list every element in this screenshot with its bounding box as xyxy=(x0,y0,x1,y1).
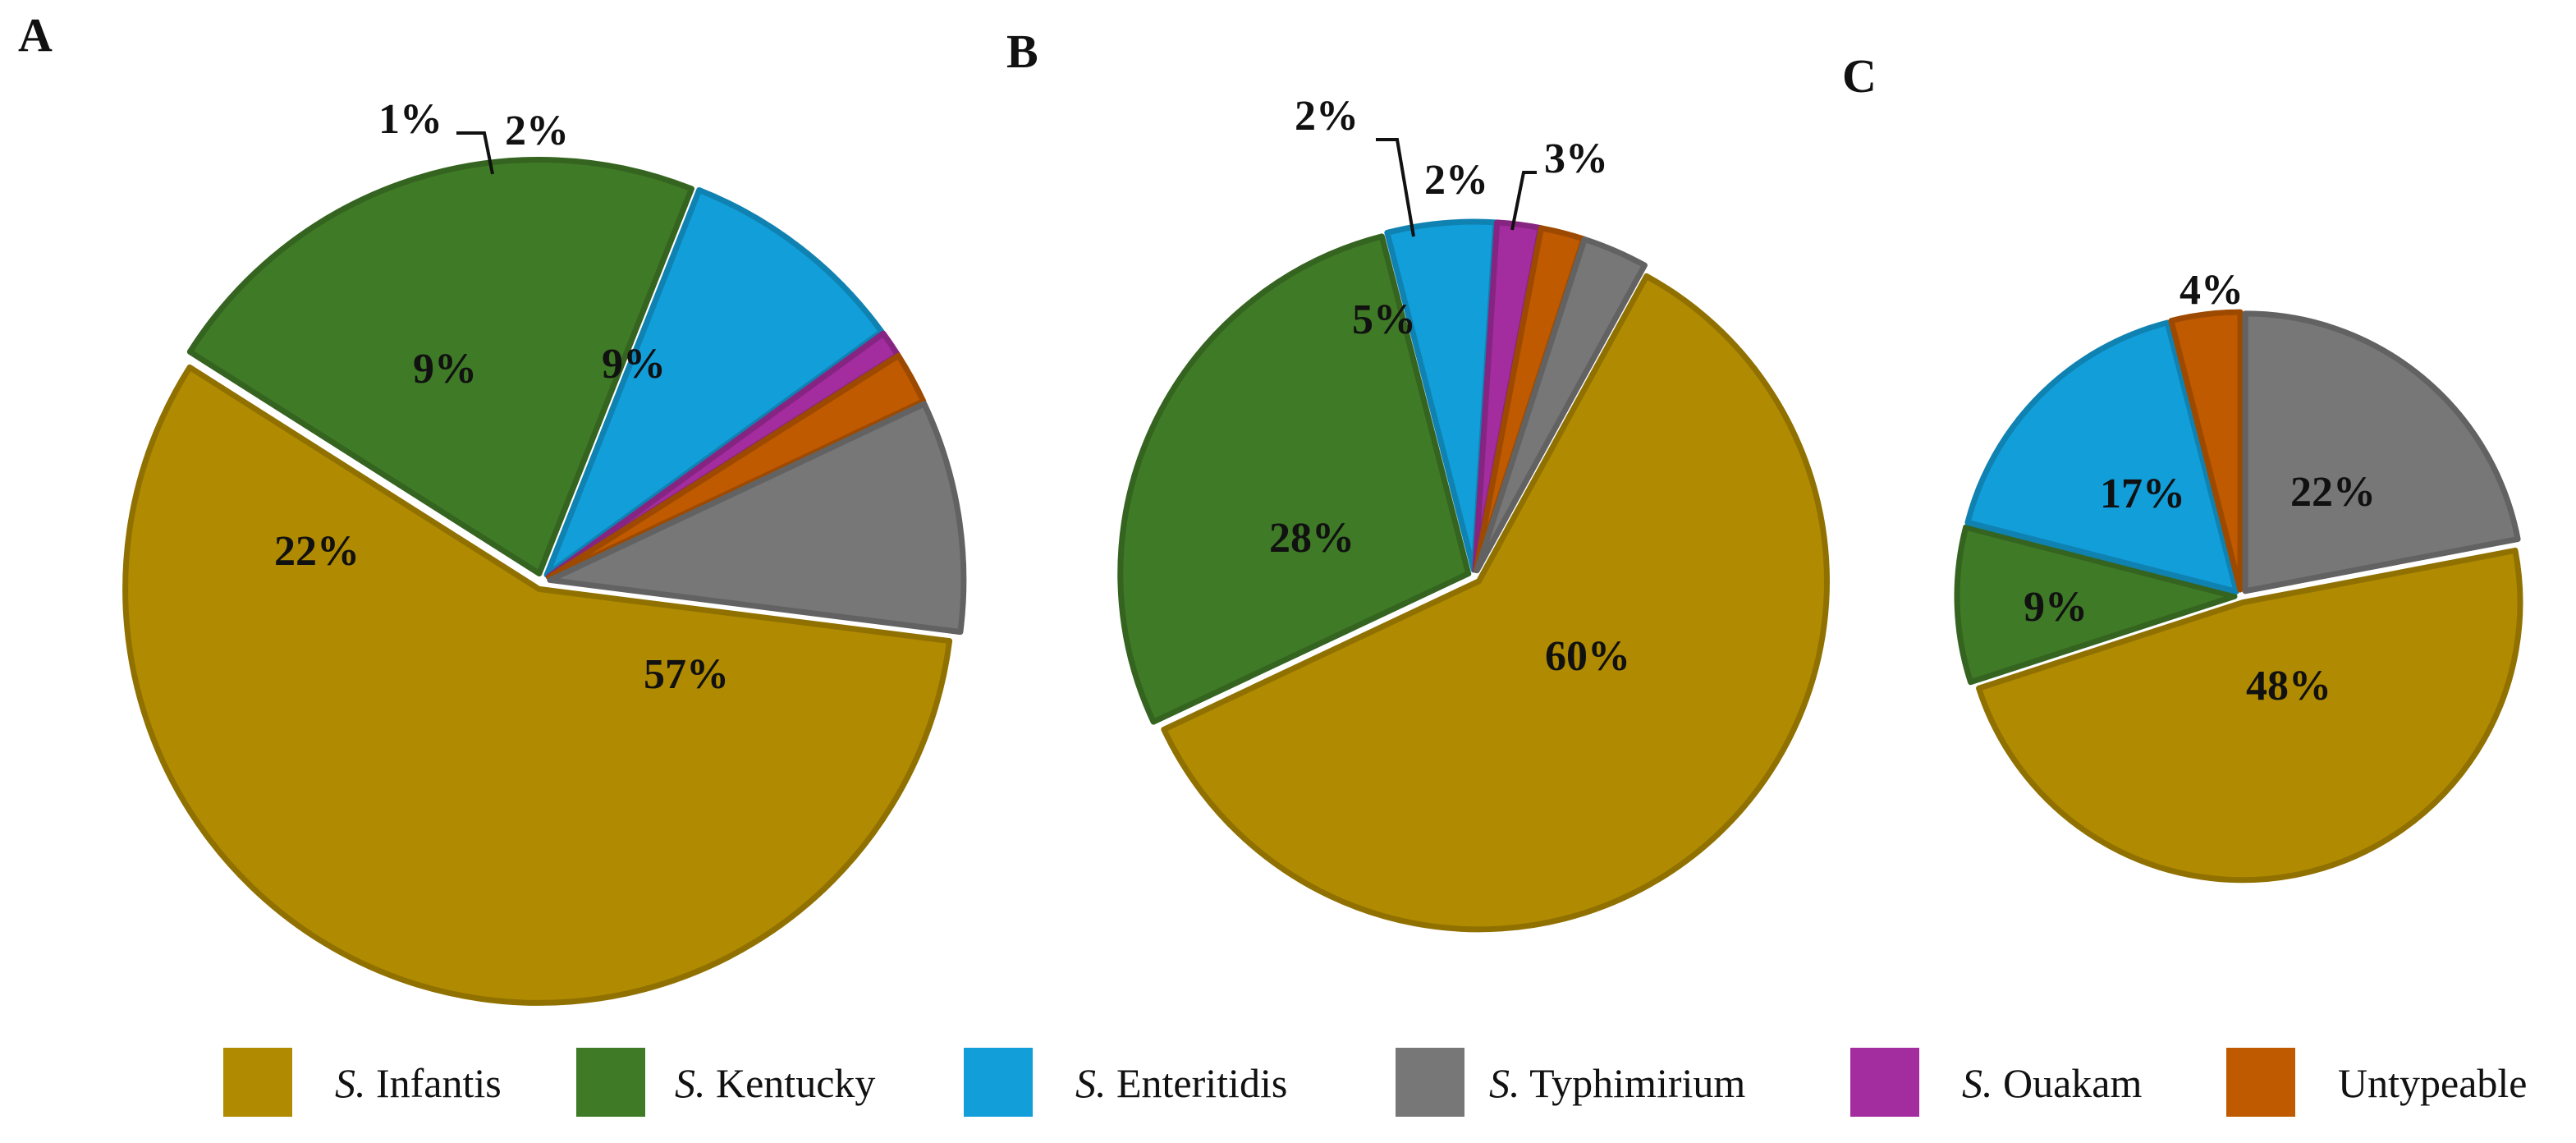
pie-chart-a xyxy=(122,157,967,1006)
pie-b-label-typhimirium: 3% xyxy=(1544,135,1608,182)
pie-c-slice-untypeable xyxy=(2168,309,2244,593)
legend-swatch-infantis xyxy=(223,1048,292,1117)
panel-a-label: A xyxy=(18,8,53,62)
panel-b-label: B xyxy=(1006,25,1038,78)
pie-chart-c xyxy=(1954,309,2523,884)
leader-line-b-ouakam xyxy=(1376,138,1415,237)
legend-swatch-kentucky xyxy=(576,1048,645,1117)
pie-c-slice-typhimirium xyxy=(2242,310,2521,594)
pie-a-slice-typhimirium xyxy=(547,401,967,636)
legend-label-infantis: S. Infantis xyxy=(335,1060,502,1106)
legend-swatch-enteritidis xyxy=(964,1048,1033,1117)
pie-c-label-typhimirium: 22% xyxy=(2290,469,2376,516)
pie-c-label-untypeable: 4% xyxy=(2180,267,2244,314)
pie-a-slice-infantis xyxy=(122,364,953,1006)
legend-label-untypeable: Untypeable xyxy=(2338,1060,2527,1106)
pie-a-label-kentucky: 22% xyxy=(274,528,360,575)
legend-swatch-typhimirium xyxy=(1396,1048,1464,1117)
legend-swatch-ouakam xyxy=(1850,1048,1919,1117)
pie-b-label-enteritidis: 5% xyxy=(1352,296,1416,343)
pie-b-label-ouakam: 2% xyxy=(1295,93,1359,140)
pie-c-slice-kentucky xyxy=(1954,524,2238,686)
leader-line-a-ouakam xyxy=(456,131,494,175)
pie-a-label-untypeable: 2% xyxy=(505,108,569,154)
pie-a-label-enteritidis: 9% xyxy=(413,346,477,392)
pie-b-slice-typhimirium xyxy=(1474,236,1648,574)
pie-chart-b xyxy=(1117,218,1830,933)
pie-c-label-infantis: 48% xyxy=(2246,663,2331,709)
legend-label-kentucky: S. Kentucky xyxy=(675,1060,875,1106)
pie-b-slice-kentucky xyxy=(1117,233,1472,725)
pie-c-label-enteritidis: 17% xyxy=(2100,471,2185,517)
pie-a-slice-kentucky xyxy=(186,157,694,576)
pie-c-slice-infantis xyxy=(1976,547,2523,884)
pie-a-label-ouakam: 1% xyxy=(378,96,442,143)
panel-c-label: C xyxy=(1842,49,1877,103)
pie-b-label-kentucky: 28% xyxy=(1269,515,1354,562)
legend-label-enteritidis: S. Enteritidis xyxy=(1075,1060,1287,1106)
pie-b-label-infantis: 60% xyxy=(1545,633,1630,680)
pie-a-label-infantis: 57% xyxy=(644,651,729,698)
legend-swatch-untypeable xyxy=(2226,1048,2295,1117)
pie-a-label-typhimirium: 9% xyxy=(602,341,666,388)
pie-b-label-untypeable: 2% xyxy=(1424,157,1488,204)
pie-c-slice-enteritidis xyxy=(1964,319,2239,594)
pie-c-label-kentucky: 9% xyxy=(2024,584,2088,631)
pie-b-slice-infantis xyxy=(1161,273,1830,933)
legend-label-ouakam: S. Ouakam xyxy=(1962,1060,2142,1106)
legend-label-typhimirium: S. Typhimirium xyxy=(1489,1060,1745,1106)
leader-line-b-typhimirium xyxy=(1510,171,1537,231)
pie-a-slice-enteritidis xyxy=(543,186,885,578)
legend: S. Infantis S. Kentucky S. Enteritidis S… xyxy=(223,1048,2527,1117)
